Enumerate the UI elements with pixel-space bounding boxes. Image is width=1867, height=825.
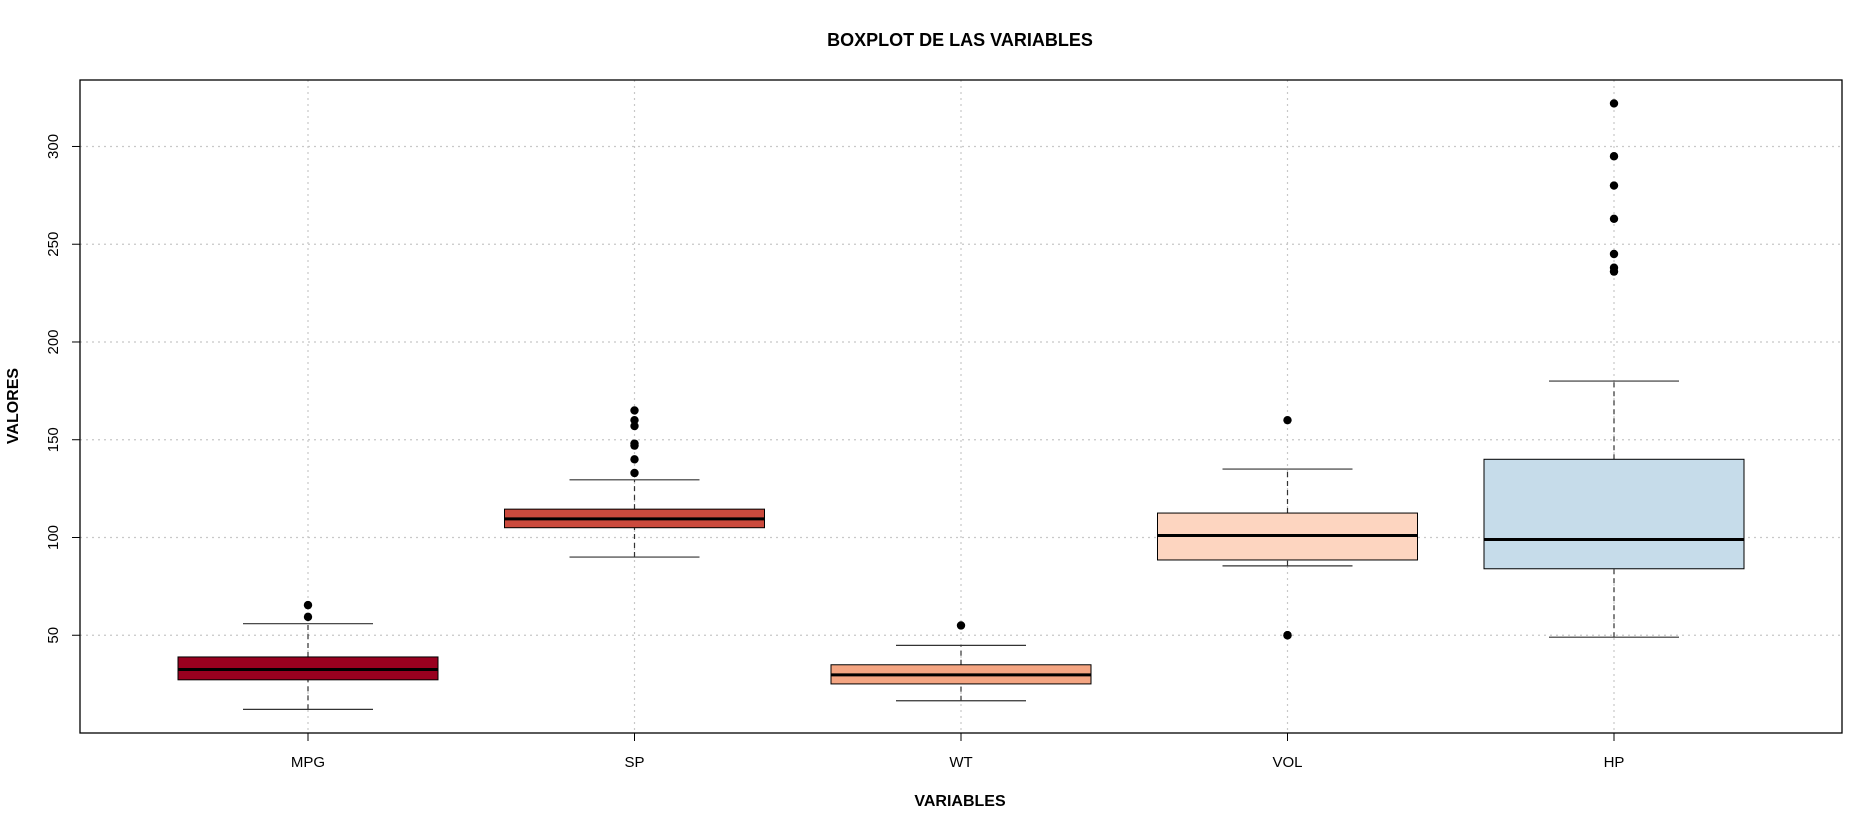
- outlier-point: [303, 612, 313, 622]
- box-hp: [1483, 99, 1745, 638]
- outlier-point: [1283, 631, 1292, 640]
- outlier-point: [630, 406, 639, 415]
- x-tick-label: VOL: [1272, 754, 1302, 771]
- y-axis: 50 100 150 200 250 300: [45, 134, 80, 644]
- grid-lines: [80, 80, 1842, 733]
- outlier-point: [1609, 181, 1619, 190]
- boxes-layer: [177, 99, 1745, 710]
- outlier-point: [303, 600, 313, 610]
- chart-title: BOXPLOT DE LAS VARIABLES: [827, 30, 1093, 50]
- x-tick-label: WT: [949, 754, 972, 771]
- outlier-point: [956, 621, 966, 630]
- x-tick-label: SP: [624, 754, 644, 771]
- outlier-point: [630, 439, 639, 448]
- y-tick-label: 100: [45, 525, 62, 550]
- y-tick-label: 300: [45, 134, 62, 159]
- x-axis-title: VARIABLES: [914, 793, 1006, 810]
- x-axis: MPG SP WT VOL HP: [291, 733, 1625, 771]
- outlier-point: [1609, 249, 1619, 259]
- box-mpg: [177, 600, 439, 710]
- outlier-point: [630, 455, 639, 464]
- y-tick-label: 200: [45, 329, 62, 354]
- x-tick-label: MPG: [291, 754, 325, 771]
- outlier-point: [1609, 214, 1619, 224]
- box-wt: [830, 621, 1092, 702]
- box-sp: [504, 406, 765, 558]
- y-tick-label: 50: [45, 627, 62, 644]
- y-tick-label: 250: [45, 232, 62, 257]
- outlier-point: [630, 468, 639, 478]
- outlier-point: [1609, 99, 1619, 108]
- outlier-point: [1609, 152, 1619, 161]
- outlier-point: [1609, 263, 1619, 272]
- y-tick-label: 150: [45, 427, 62, 452]
- outlier-point: [1283, 415, 1292, 425]
- x-tick-label: HP: [1604, 754, 1625, 771]
- outlier-point: [630, 421, 639, 431]
- box-iqr: [1483, 458, 1745, 570]
- box-vol: [1157, 415, 1418, 640]
- outlier-point: [630, 415, 639, 425]
- plot-frame: [79, 79, 1843, 734]
- y-axis-title: VALORES: [5, 368, 22, 444]
